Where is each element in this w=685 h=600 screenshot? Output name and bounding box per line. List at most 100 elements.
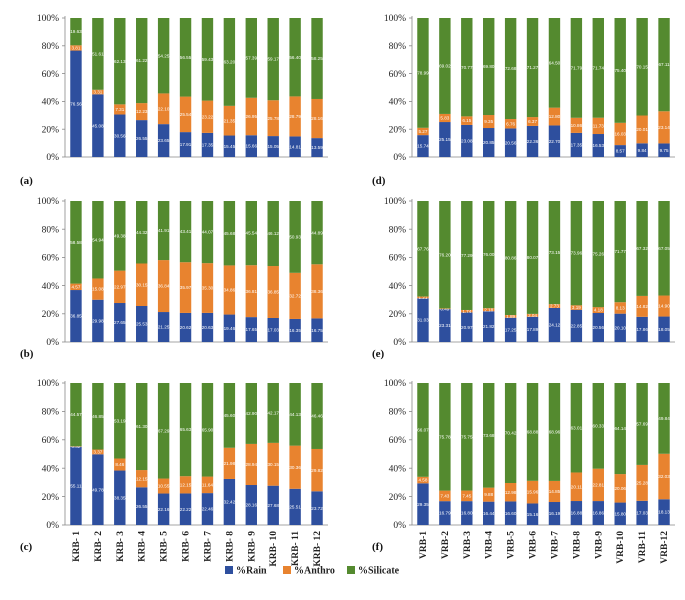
bar-segment	[439, 122, 451, 157]
data-label: 70.15	[636, 64, 648, 69]
data-label: 24.12	[549, 323, 561, 328]
data-label: 26.55	[136, 136, 148, 141]
data-label: 16.60	[505, 511, 517, 516]
bar-segment	[223, 18, 236, 106]
x-category-label: VRB-7	[550, 531, 560, 559]
bar-segment	[267, 18, 279, 101]
bar-segment	[592, 201, 604, 308]
data-label: 45.08	[92, 123, 104, 128]
y-tick-label: 60%	[42, 254, 60, 264]
y-tick-label: 80%	[389, 225, 407, 235]
bar-segment	[483, 487, 495, 502]
data-label: 5.83	[440, 116, 449, 121]
bar-segment	[157, 201, 170, 261]
bar-segment	[70, 50, 82, 157]
data-label: 73.15	[549, 250, 561, 255]
data-label: 7.31	[115, 107, 124, 112]
x-category-label: KRB- 7	[203, 531, 213, 562]
bar-segment	[658, 143, 670, 157]
bar-segment	[92, 89, 104, 95]
data-label: 23.31	[439, 323, 451, 328]
y-tick-label: 80%	[389, 42, 407, 52]
bar-segment	[570, 383, 583, 473]
data-label: 26.55	[136, 504, 148, 509]
data-label: 54.25	[158, 53, 170, 58]
bar-segment	[201, 132, 214, 157]
data-label: 49.84	[658, 416, 670, 421]
y-tick-label: 20%	[389, 310, 407, 320]
bar-segment	[461, 501, 473, 525]
data-label: 77.29	[461, 253, 473, 258]
bar-segment	[92, 94, 104, 157]
bar-segment	[570, 201, 583, 306]
x-category-label: VRB-6	[529, 531, 539, 559]
data-label: 35.30	[202, 286, 214, 291]
bar-segment	[548, 125, 561, 157]
data-label: 28.16	[311, 116, 323, 121]
chart-panel: 0% 20% 40% 60% 80% 100% 55.11 0.32 44.57 KRB- 1 49…	[20, 379, 328, 567]
data-label: 22.97	[114, 284, 126, 289]
data-label: 21.82	[483, 324, 495, 329]
data-label: 0.32	[71, 444, 80, 449]
bar-segment	[114, 18, 126, 105]
bar-segment	[311, 201, 323, 265]
data-label: 5.27	[418, 129, 427, 134]
data-label: 16.88	[571, 511, 583, 516]
data-label: 28.16	[246, 503, 258, 508]
bar-segment	[636, 115, 648, 144]
bar-segment	[614, 302, 626, 314]
x-category-label: VRB-4	[485, 531, 495, 559]
bar-segment	[614, 474, 626, 503]
data-label: 67.32	[636, 246, 648, 251]
panel-label: (f)	[372, 541, 383, 553]
data-label: 42.90	[246, 411, 258, 416]
bar-segment	[570, 18, 583, 118]
data-label: 20.85	[483, 140, 495, 145]
data-label: 26.95	[246, 114, 258, 119]
bar-segment	[114, 458, 126, 471]
bar-segment	[592, 468, 604, 502]
x-category-label: VRB-11	[638, 531, 648, 563]
x-category-label: VRB-12	[660, 531, 670, 564]
bar-segment	[267, 485, 279, 525]
x-category-label: VRB-10	[616, 531, 626, 564]
data-label: 14.90	[658, 304, 670, 309]
bar-segment	[157, 124, 170, 157]
bar-segment	[636, 464, 648, 501]
y-tick-label: 40%	[389, 98, 407, 108]
y-tick-label: 40%	[389, 282, 407, 292]
x-category-label: KRB- 4	[138, 531, 148, 562]
y-tick-label: 100%	[384, 197, 406, 207]
data-label: 8.13	[616, 306, 625, 311]
bar-segment	[461, 312, 473, 342]
bar-segment	[614, 201, 626, 303]
bar-segment	[614, 122, 626, 146]
bar-segment	[636, 500, 648, 525]
bar-segment	[136, 120, 148, 157]
data-label: 16.03	[614, 132, 626, 137]
data-label: 46.46	[311, 414, 323, 419]
bar-segment	[201, 201, 214, 264]
y-tick-label: 80%	[42, 408, 60, 418]
y-tick-label: 60%	[42, 70, 60, 80]
data-label: 18.05	[658, 327, 670, 332]
bar-segment	[92, 18, 104, 90]
legend-swatch-anthro	[283, 566, 291, 574]
y-tick-label: 20%	[42, 493, 60, 503]
x-category-label: VRB-9	[594, 531, 604, 559]
data-label: 67.05	[658, 246, 670, 251]
data-label: 30.56	[114, 133, 126, 138]
data-label: 55.11	[70, 483, 82, 488]
data-label: 29.98	[92, 318, 104, 323]
data-label: 25.51	[289, 504, 301, 509]
bar-segment	[439, 383, 451, 491]
x-category-label: KRB- 8	[225, 531, 235, 562]
data-label: 32.42	[224, 500, 236, 505]
bar-segment	[658, 453, 670, 500]
bar-segment	[526, 117, 539, 126]
bar-segment	[592, 313, 604, 342]
data-label: 72.68	[505, 66, 517, 71]
bar-segment	[114, 114, 126, 157]
data-label: 2.73	[550, 304, 559, 309]
data-label: 70.77	[461, 65, 473, 70]
